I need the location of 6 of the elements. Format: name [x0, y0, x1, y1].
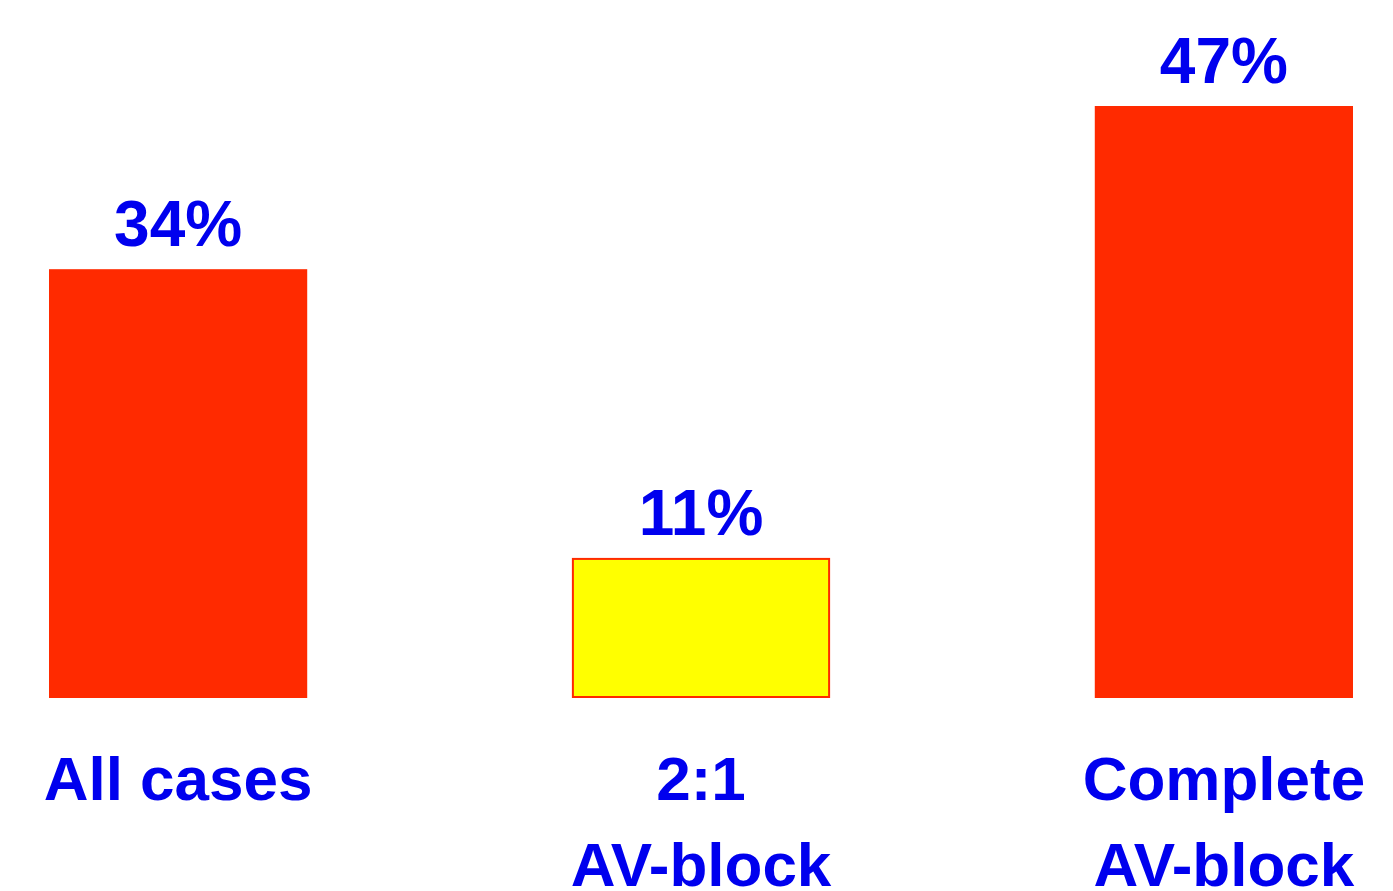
data-label: 34%	[114, 188, 243, 261]
data-label: 47%	[1159, 25, 1288, 97]
x-tick-label: Complete AV-block	[1082, 744, 1366, 891]
x-tick-label: All cases	[43, 744, 313, 813]
x-tick-label: 2:1 AV-block	[570, 744, 832, 891]
data-label: 11%	[638, 476, 764, 549]
